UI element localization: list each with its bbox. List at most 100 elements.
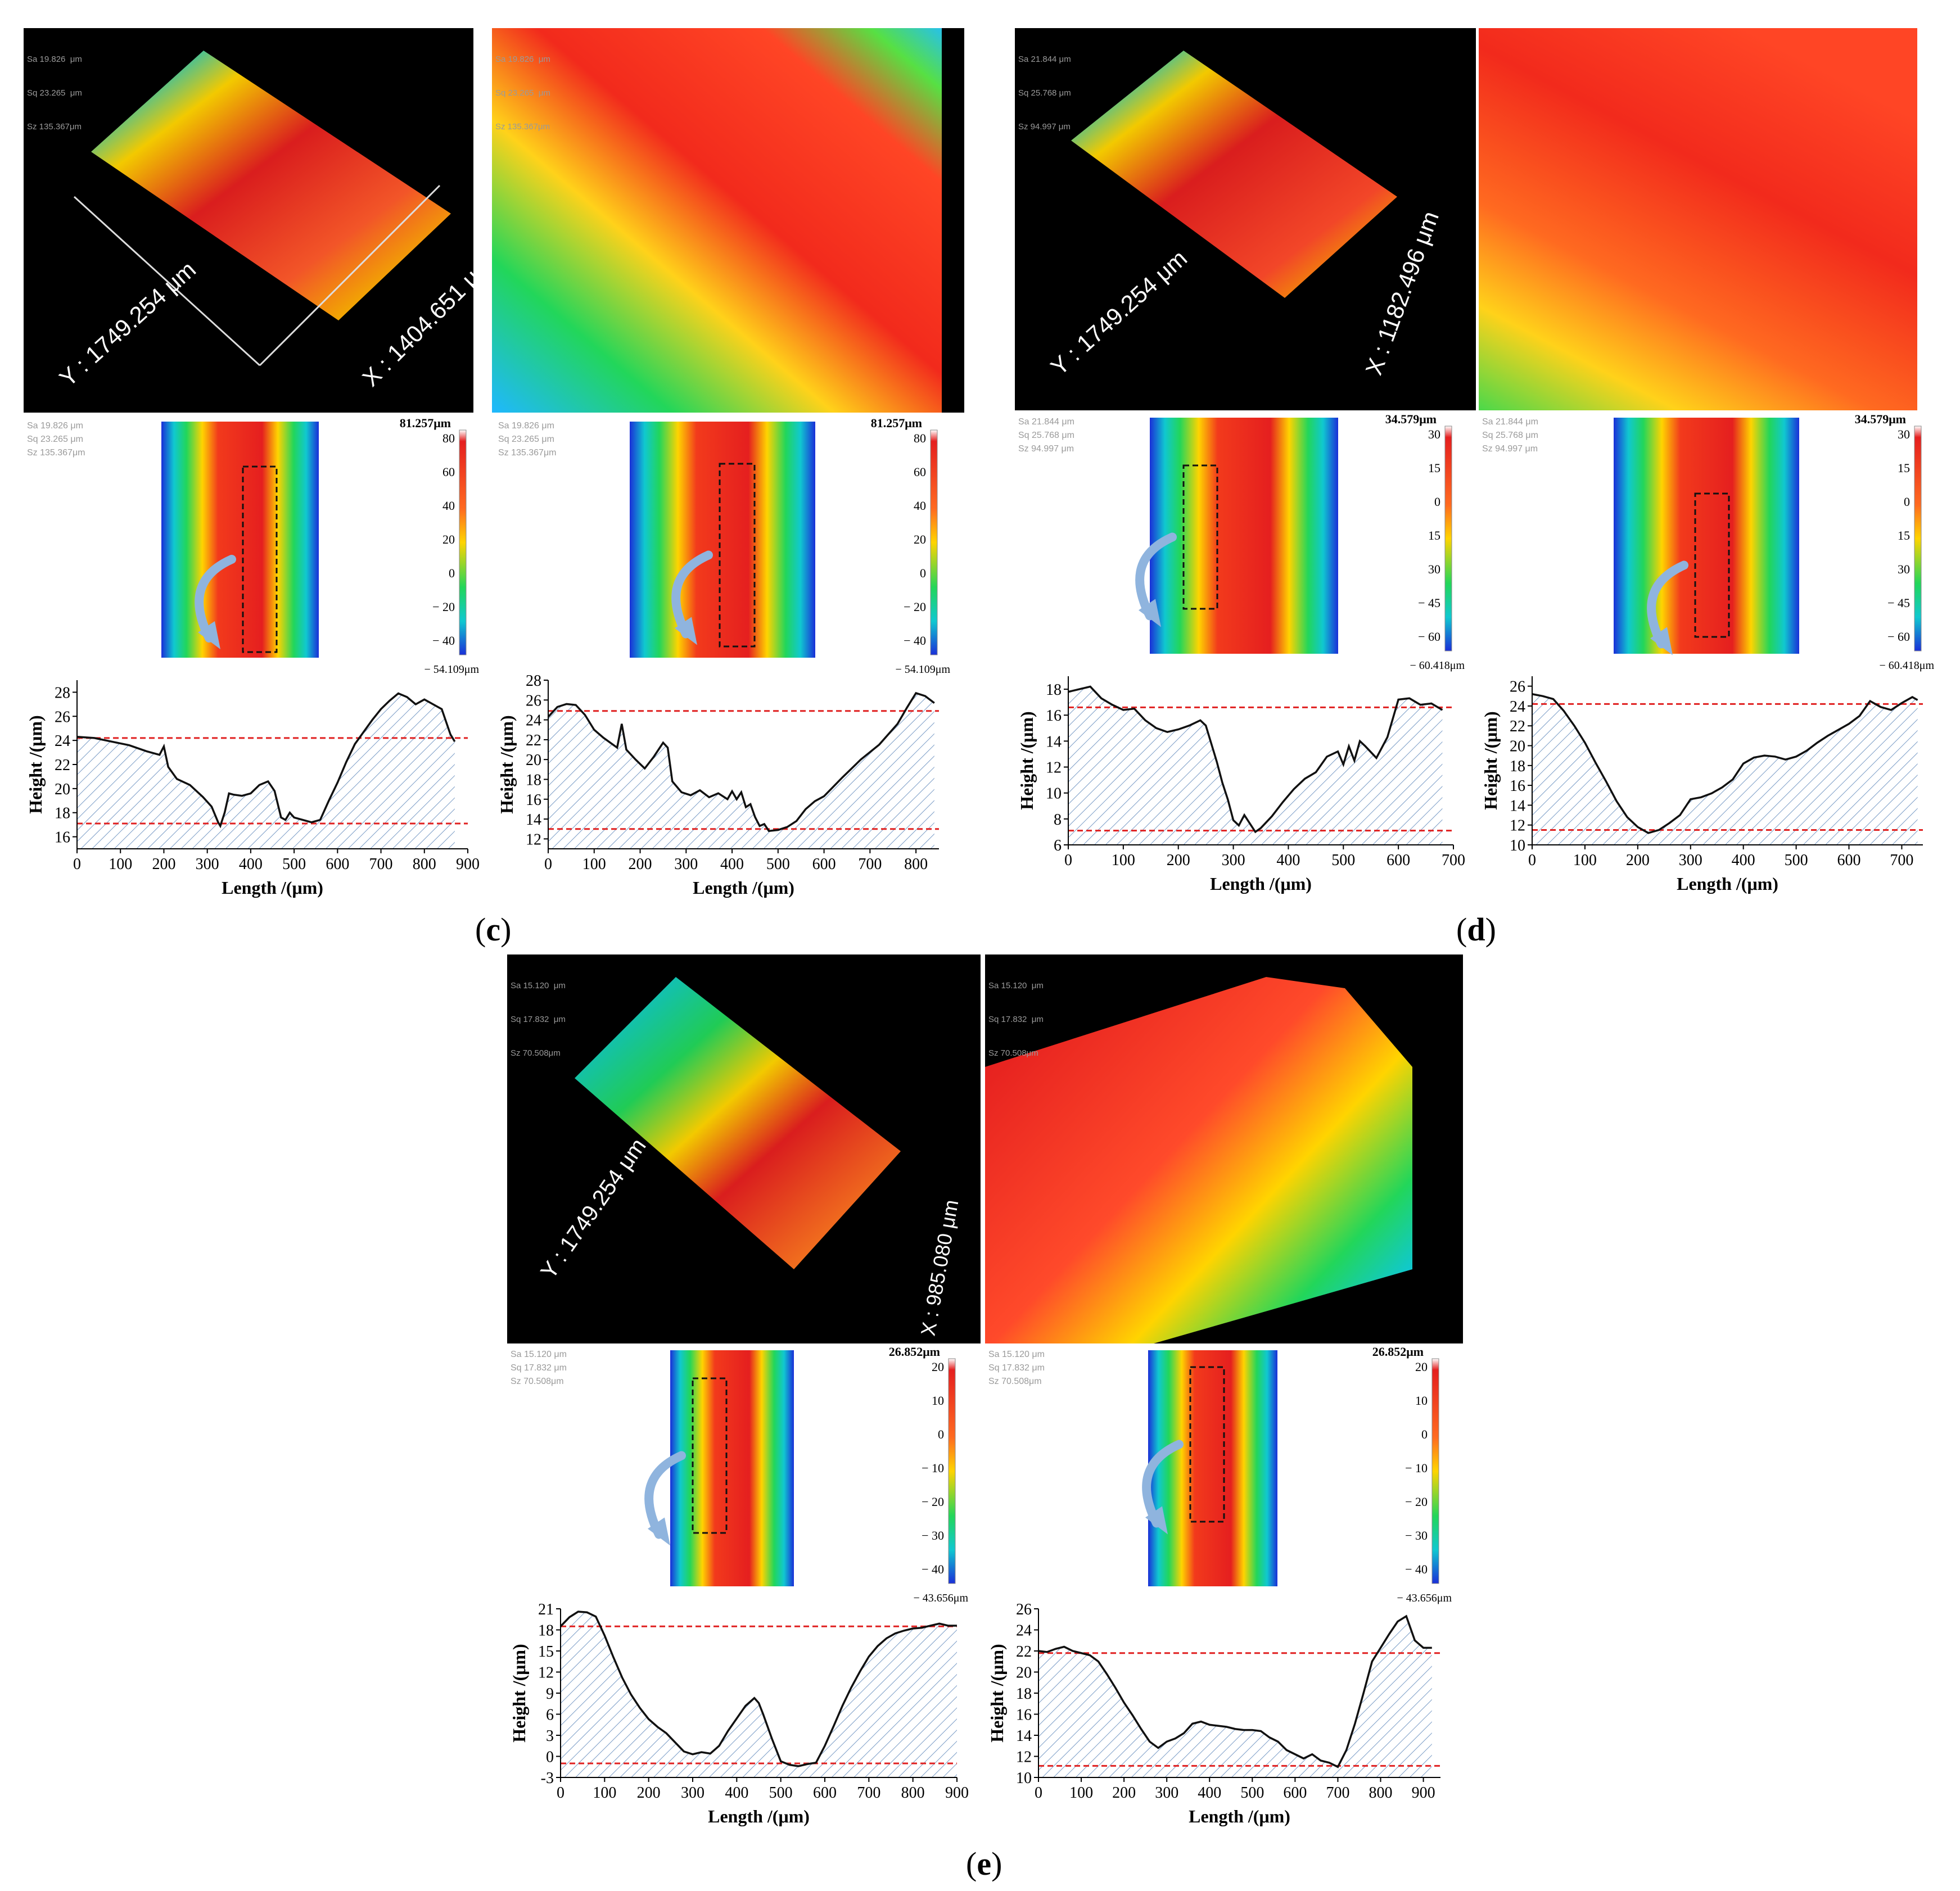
y-tick-label: 16 [1510, 777, 1525, 795]
scale-tick-label: − 45 [1418, 596, 1440, 610]
profile-stat-2: Sz 94.997 μm [1018, 444, 1074, 454]
scale-tick-label: 30 [1898, 427, 1910, 441]
y-axis-label: Height /(μm) [1017, 711, 1037, 809]
x-tick-label: 400 [1732, 852, 1755, 869]
x-tick-label: 300 [1155, 1784, 1178, 1802]
y-tick-label: 9 [546, 1685, 554, 1703]
y-tick-label: 26 [1016, 1601, 1032, 1618]
y-axis-label: Height /(μm) [987, 1644, 1007, 1742]
y-tick-label: 6 [1054, 837, 1062, 854]
x-tick-label: 100 [1069, 1784, 1093, 1802]
stat-sq: Sq 17.832 μm [511, 1015, 566, 1024]
x-tick-label: 300 [1222, 852, 1245, 869]
panel-c-stats: Sa 19.826 μm Sq 23.265 μm Sz 135.367μm [27, 31, 82, 155]
curved-arrow-icon [195, 555, 236, 643]
profile-area-fill [561, 1612, 957, 1777]
stat-sz: Sz 135.367μm [27, 122, 82, 132]
min-height-label: − 54.109μm [424, 663, 479, 676]
profile-area-fill [1038, 1616, 1432, 1777]
color-scale-bar [930, 429, 938, 655]
profile-stat-0: Sa 21.844 μm [1482, 417, 1538, 427]
scale-tick-label: − 20 [904, 600, 926, 614]
panel-c-zoom-view: Sa 19.826 μm Sq 23.265 μm Sz 135.367μm [492, 28, 964, 413]
panel-d-x-axis-label: X : 1182.496 μm [1360, 208, 1444, 379]
profile-stat-0: Sa 15.120 μm [988, 1350, 1045, 1359]
y-tick-label: 16 [1016, 1707, 1032, 1724]
scale-tick-label: − 10 [922, 1461, 944, 1475]
scale-tick-label: 15 [1898, 528, 1910, 542]
caption-c-letter: c [486, 911, 501, 948]
scale-tick-label: − 40 [904, 634, 926, 648]
scale-tick-label: 0 [449, 566, 455, 580]
scale-tick-label: 20 [442, 532, 455, 546]
scale-tick-label: 10 [932, 1394, 944, 1408]
scale-tick-label: 0 [1421, 1427, 1428, 1441]
y-tick-label: 18 [55, 805, 70, 822]
x-tick-label: 500 [1331, 852, 1355, 869]
profile-selection-box [242, 465, 278, 653]
x-tick-label: 300 [1679, 852, 1702, 869]
y-tick-label: 20 [1510, 738, 1525, 756]
y-tick-label: 14 [1510, 797, 1525, 815]
x-tick-label: 0 [544, 856, 552, 873]
panel-d-3d-render: Y : 1749.254 μm X : 1182.496 μm [1046, 51, 1444, 381]
profile-area-fill [548, 693, 934, 849]
panel-c-3d-view: Y : 1749.254 μm X : 1404.651 μm Sa 19.82… [24, 28, 473, 413]
profile-e-left: Sa 15.120 μm Sq 17.832 μm Sz 70.508μm 20 10 0… [507, 1345, 979, 1839]
y-tick-label: 24 [55, 732, 70, 750]
x-tick-label: 900 [456, 856, 480, 873]
profile-stat-1: Sq 17.832 μm [988, 1363, 1045, 1373]
x-tick-label: 600 [1837, 852, 1861, 869]
x-tick-label: 200 [152, 856, 175, 873]
min-height-label: − 43.656μm [1397, 1592, 1452, 1604]
x-axis-label: Length /(μm) [708, 1806, 810, 1826]
x-tick-label: 100 [109, 856, 132, 873]
profile-stat-2: Sz 135.367μm [498, 448, 557, 458]
profile-area-fill [1532, 694, 1918, 845]
min-height-label: − 60.418μm [1410, 659, 1465, 672]
scale-tick-label: 80 [442, 431, 455, 445]
profile-selection-box [1182, 464, 1218, 610]
panel-e-zoom-stats: Sa 15.120 μm Sq 17.832 μm Sz 70.508μm [988, 958, 1044, 1082]
y-tick-label: 18 [526, 771, 541, 789]
panel-e-y-axis-label: Y : 1749.254 μm [536, 1134, 651, 1283]
x-tick-label: 500 [766, 856, 790, 873]
scale-tick-label: 0 [1904, 495, 1910, 509]
x-tick-label: 600 [326, 856, 349, 873]
y-tick-label: 12 [1016, 1749, 1032, 1766]
scale-tick-label: 15 [1898, 461, 1910, 475]
min-height-label: − 43.656μm [913, 1592, 968, 1604]
profile-e-right: Sa 15.120 μm Sq 17.832 μm Sz 70.508μm 20 10 0… [985, 1345, 1463, 1839]
profile-d-right: Sa 21.844 μm Sq 25.768 μm Sz 94.997 μm 30 15… [1479, 412, 1945, 907]
panel-c-y-axis-label: Y : 1749.254 μm [55, 256, 201, 391]
x-tick-label: 700 [1442, 852, 1465, 869]
profile-selection-box [692, 1377, 728, 1534]
x-tick-label: 500 [282, 856, 306, 873]
scale-tick-label: − 45 [1887, 596, 1910, 610]
x-tick-label: 700 [858, 856, 882, 873]
x-tick-label: 900 [945, 1784, 969, 1802]
caption-e: (e) [966, 1845, 1002, 1882]
scale-tick-label: 15 [1428, 461, 1440, 475]
color-scale-bar [1431, 1358, 1439, 1584]
x-axis-label: Length /(μm) [1210, 874, 1312, 894]
topdown-color-map [630, 422, 815, 658]
arrow-head-icon [1139, 599, 1161, 627]
y-tick-label: 18 [1016, 1685, 1032, 1703]
x-tick-label: 200 [637, 1784, 661, 1802]
profile-stat-2: Sz 135.367μm [27, 448, 85, 458]
x-tick-label: 600 [1387, 852, 1410, 869]
profile-area-fill [77, 693, 455, 849]
x-tick-label: 600 [813, 1784, 837, 1802]
x-tick-label: 300 [674, 856, 698, 873]
y-tick-label: 14 [1016, 1727, 1032, 1745]
x-tick-label: 200 [1626, 852, 1650, 869]
x-tick-label: 800 [1369, 1784, 1393, 1802]
profile-stat-2: Sz 94.997 μm [1482, 444, 1538, 454]
profile-stat-0: Sa 15.120 μm [511, 1350, 567, 1359]
y-tick-label: 26 [1510, 678, 1525, 696]
y-tick-label: 10 [1510, 837, 1525, 854]
panel-d-3d-view: Y : 1749.254 μm X : 1182.496 μm Sa 21.84… [1015, 28, 1476, 410]
x-tick-label: 500 [1240, 1784, 1264, 1802]
